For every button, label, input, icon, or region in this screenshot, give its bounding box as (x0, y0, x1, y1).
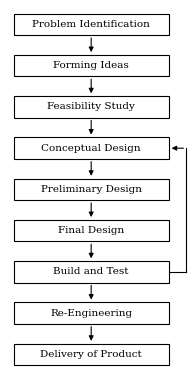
Text: Conceptual Design: Conceptual Design (41, 144, 141, 153)
Text: Delivery of Product: Delivery of Product (40, 350, 142, 359)
Bar (14, 220, 169, 241)
Text: Build and Test: Build and Test (53, 267, 129, 276)
Text: Feasibility Study: Feasibility Study (47, 102, 135, 111)
Bar (14, 14, 169, 35)
Text: Forming Ideas: Forming Ideas (53, 61, 129, 70)
Text: Preliminary Design: Preliminary Design (41, 185, 142, 194)
Bar (14, 55, 169, 76)
Bar (14, 303, 169, 324)
Bar (14, 138, 169, 159)
Text: Re-Engineering: Re-Engineering (50, 309, 132, 318)
Bar (14, 261, 169, 283)
Text: Final Design: Final Design (58, 226, 124, 235)
Bar (14, 96, 169, 118)
Text: Problem Identification: Problem Identification (32, 20, 150, 29)
Bar (14, 179, 169, 200)
Bar (14, 344, 169, 365)
